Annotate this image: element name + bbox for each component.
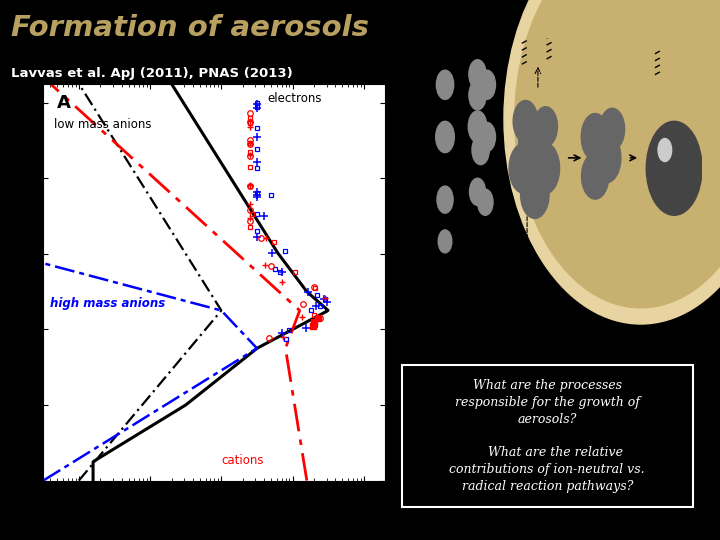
- Text: high mass anions: high mass anions: [50, 297, 166, 310]
- Circle shape: [504, 0, 720, 324]
- Text: Formation of aerosols: Formation of aerosols: [11, 14, 369, 42]
- Circle shape: [469, 60, 486, 89]
- Circle shape: [438, 230, 452, 253]
- Circle shape: [658, 139, 672, 161]
- Circle shape: [509, 143, 539, 193]
- Circle shape: [582, 153, 609, 199]
- Circle shape: [534, 107, 557, 146]
- Text: low mass anions: low mass anions: [54, 118, 151, 131]
- Circle shape: [436, 122, 454, 153]
- Circle shape: [521, 171, 549, 218]
- Circle shape: [468, 111, 487, 142]
- Circle shape: [478, 123, 495, 152]
- Circle shape: [472, 136, 490, 165]
- Text: What are the processes
responsible for the growth of
aerosols?: What are the processes responsible for t…: [455, 379, 639, 426]
- Circle shape: [477, 189, 493, 215]
- Text: What are the relative
contributions of ion-neutral vs.
radical reaction pathways: What are the relative contributions of i…: [449, 447, 645, 494]
- Text: Lavvas et al. ApJ (2011), PNAS (2013): Lavvas et al. ApJ (2011), PNAS (2013): [11, 68, 292, 80]
- Circle shape: [518, 115, 551, 170]
- Text: electrons: electrons: [268, 92, 322, 105]
- Circle shape: [528, 142, 559, 194]
- Circle shape: [600, 108, 625, 150]
- Circle shape: [513, 100, 538, 142]
- Circle shape: [469, 80, 486, 110]
- Circle shape: [478, 70, 495, 99]
- Text: cations: cations: [221, 454, 264, 467]
- Circle shape: [437, 186, 453, 213]
- Circle shape: [515, 0, 720, 308]
- Circle shape: [591, 133, 621, 183]
- Circle shape: [581, 113, 609, 160]
- Text: A: A: [57, 93, 71, 112]
- X-axis label: Density (m⁻³): Density (m⁻³): [171, 505, 257, 518]
- Circle shape: [469, 178, 485, 205]
- Y-axis label: Altitude (km): Altitude (km): [0, 241, 6, 323]
- Circle shape: [436, 70, 454, 99]
- Circle shape: [647, 122, 702, 215]
